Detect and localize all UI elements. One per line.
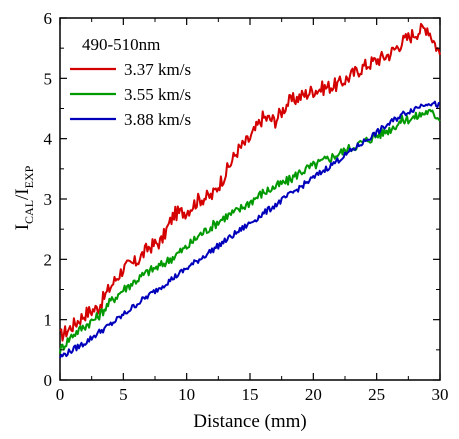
x-tick-label: 10 [178,385,195,404]
y-tick-label: 4 [44,130,53,149]
y-axis-label-slash: /I [12,188,33,200]
y-axis-label-main: I [12,224,33,230]
ticks-layer: 0 5 10 15 20 25 30 0 1 2 3 4 5 6 [44,9,449,404]
x-tick-label: 0 [56,385,65,404]
legend-label: 3.55 km/s [124,85,191,104]
y-tick-label: 6 [44,9,53,28]
x-tick-label: 5 [119,385,128,404]
legend-label: 3.88 km/s [124,110,191,129]
y-axis-label-sub-left: CAL [22,200,36,224]
legend: 490-510nm 3.37 km/s 3.55 km/s 3.88 km/s [70,35,191,129]
y-axis-label: ICAL/IEXP [12,165,36,230]
x-tick-label: 15 [242,385,259,404]
x-tick-label: 30 [432,385,449,404]
x-tick-label: 25 [368,385,385,404]
legend-title: 490-510nm [82,35,160,54]
series-line-3 [59,100,441,359]
y-tick-label: 3 [44,190,53,209]
plot-frame [59,17,441,381]
x-tick-label: 20 [305,385,322,404]
series-line-2 [59,108,441,354]
x-axis-label: Distance (mm) [193,411,306,432]
legend-label: 3.37 km/s [124,60,191,79]
plot-area [59,17,441,381]
y-tick-label: 2 [44,250,53,269]
y-axis-label-sub-right: EXP [22,165,36,188]
y-tick-label: 1 [44,311,53,330]
series-line-1 [59,22,441,342]
y-tick-label: 0 [44,371,53,390]
series-layer [59,22,441,359]
y-tick-label: 5 [44,69,53,88]
